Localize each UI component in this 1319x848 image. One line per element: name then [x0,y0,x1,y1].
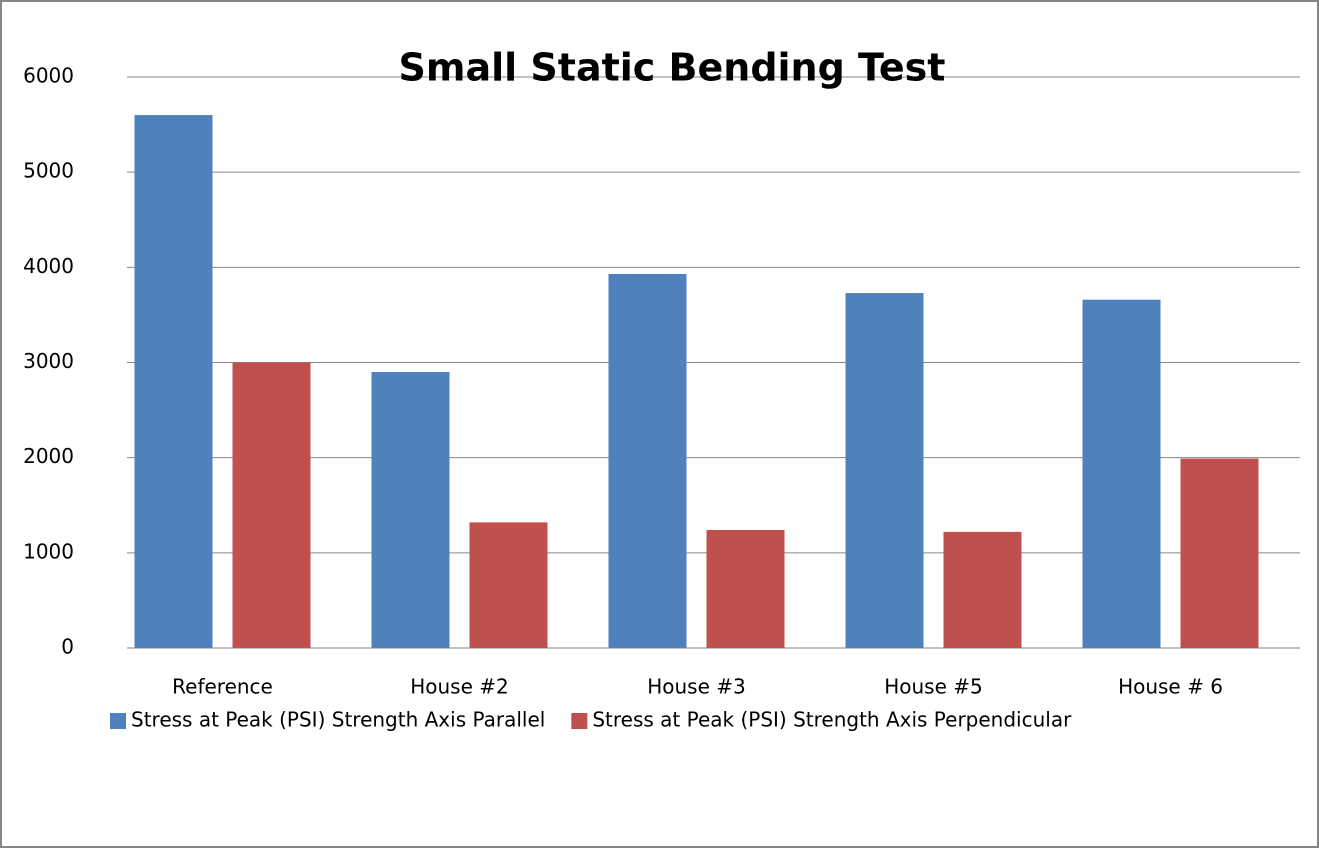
bar [1180,458,1259,648]
legend-label: Stress at Peak (PSI) Strength Axis Paral… [131,708,545,732]
bar [1082,299,1161,648]
x-tick-label: House #3 [647,675,746,699]
legend-swatch [110,713,126,729]
y-tick-label: 0 [61,635,74,659]
x-tick-label: House #5 [884,675,983,699]
x-tick-label: House # 6 [1118,675,1223,699]
y-tick-label: 2000 [23,444,74,468]
x-tick-label: House #2 [410,675,509,699]
y-tick-label: 6000 [23,64,74,88]
bar [134,115,213,649]
bars [134,115,1259,649]
bar [469,522,548,648]
chart-title: Small Static Bending Test [399,46,946,90]
bar [232,362,311,648]
legend-label: Stress at Peak (PSI) Strength Axis Perpe… [592,708,1072,732]
y-tick-label: 4000 [23,254,74,278]
bar [845,293,924,648]
legend-swatch [571,713,588,729]
y-tick-label: 3000 [23,349,74,373]
y-tick-label: 1000 [23,539,74,563]
x-tick-label: Reference [172,675,273,699]
bar [371,372,450,648]
bar [943,531,1022,648]
bar [706,529,785,648]
y-tick-label: 5000 [23,159,74,183]
bar [608,273,687,648]
